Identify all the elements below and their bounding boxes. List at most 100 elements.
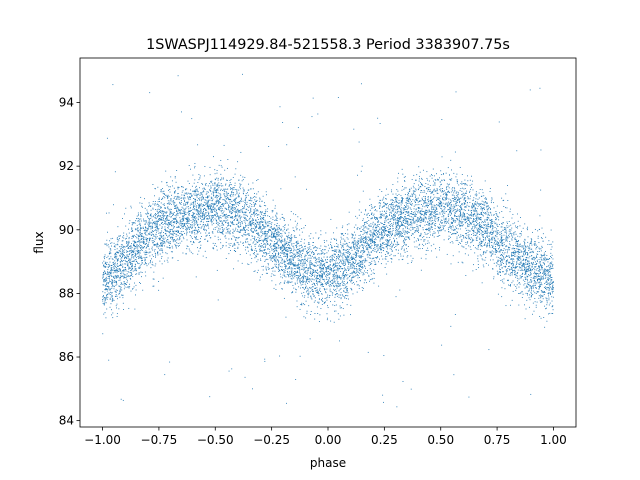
data-point [381, 255, 383, 257]
data-point [410, 255, 412, 257]
data-point [469, 214, 471, 216]
data-point [185, 214, 187, 215]
data-point [283, 246, 285, 248]
data-point [225, 216, 227, 218]
data-point [404, 193, 406, 195]
data-point [296, 228, 298, 229]
data-point [155, 244, 157, 246]
data-point [219, 198, 221, 200]
data-point [477, 258, 479, 260]
data-point [219, 201, 221, 203]
data-point [540, 289, 542, 291]
data-point [321, 285, 323, 287]
data-point [238, 179, 240, 181]
data-point [473, 231, 475, 233]
data-point [207, 196, 208, 198]
data-point [484, 243, 486, 245]
data-point [469, 191, 470, 193]
data-point [482, 241, 484, 243]
data-point [285, 316, 287, 318]
data-point [467, 218, 469, 220]
data-point [205, 212, 207, 213]
data-point [385, 194, 387, 196]
data-point [229, 180, 231, 182]
data-point [312, 294, 314, 296]
data-point [397, 202, 399, 203]
data-point [498, 216, 500, 218]
data-point [283, 261, 285, 263]
data-point [140, 216, 142, 217]
data-point [245, 212, 247, 214]
data-point [381, 234, 383, 236]
data-point [365, 235, 367, 237]
data-point [292, 252, 294, 254]
data-point [111, 299, 113, 301]
data-point [405, 202, 407, 204]
data-point [251, 250, 253, 251]
data-point [206, 221, 208, 223]
data-point [208, 216, 210, 218]
data-point [262, 224, 264, 226]
data-point [409, 202, 411, 204]
data-point [148, 248, 150, 250]
data-point [407, 192, 409, 194]
data-point [119, 246, 121, 248]
data-point [531, 244, 533, 246]
data-point [330, 218, 332, 220]
data-point [543, 291, 545, 293]
data-point [157, 228, 159, 230]
data-point [457, 191, 459, 193]
data-point [147, 215, 149, 217]
data-point [458, 193, 459, 195]
data-point [359, 280, 361, 282]
data-point [471, 221, 473, 223]
data-point [239, 212, 241, 213]
data-point [111, 286, 113, 288]
data-point [472, 226, 474, 227]
data-point [214, 184, 216, 186]
data-point [282, 244, 284, 246]
data-point [262, 216, 264, 218]
data-point [374, 257, 376, 259]
data-point [183, 198, 185, 200]
data-point [527, 247, 529, 249]
data-point [428, 225, 430, 227]
data-point [207, 240, 209, 242]
data-point [210, 205, 212, 207]
data-point [340, 252, 342, 254]
data-point [275, 249, 277, 251]
data-point [275, 284, 277, 286]
data-point [428, 187, 430, 188]
data-point [243, 227, 245, 229]
data-point [225, 237, 227, 239]
data-point [150, 267, 152, 269]
data-point [368, 228, 370, 230]
data-point [401, 168, 403, 170]
data-point [116, 303, 118, 305]
data-point [197, 219, 199, 221]
data-point [249, 205, 251, 207]
data-point [155, 229, 156, 231]
data-point [276, 247, 277, 249]
data-point [464, 195, 466, 196]
data-point [253, 205, 255, 207]
data-point [469, 224, 471, 226]
data-point [109, 275, 110, 277]
data-point [516, 284, 518, 286]
data-point [550, 280, 552, 282]
data-point [231, 238, 233, 240]
data-point [516, 239, 518, 241]
data-point [545, 273, 547, 275]
data-point [275, 230, 277, 231]
data-point [159, 215, 161, 217]
data-point [182, 210, 184, 212]
data-point [511, 233, 513, 234]
data-point [193, 190, 195, 192]
data-point [501, 243, 503, 245]
data-point [534, 277, 536, 279]
data-point [477, 223, 479, 224]
data-point [213, 191, 215, 193]
data-point [415, 230, 416, 232]
data-point [128, 271, 130, 273]
data-point [356, 228, 358, 230]
